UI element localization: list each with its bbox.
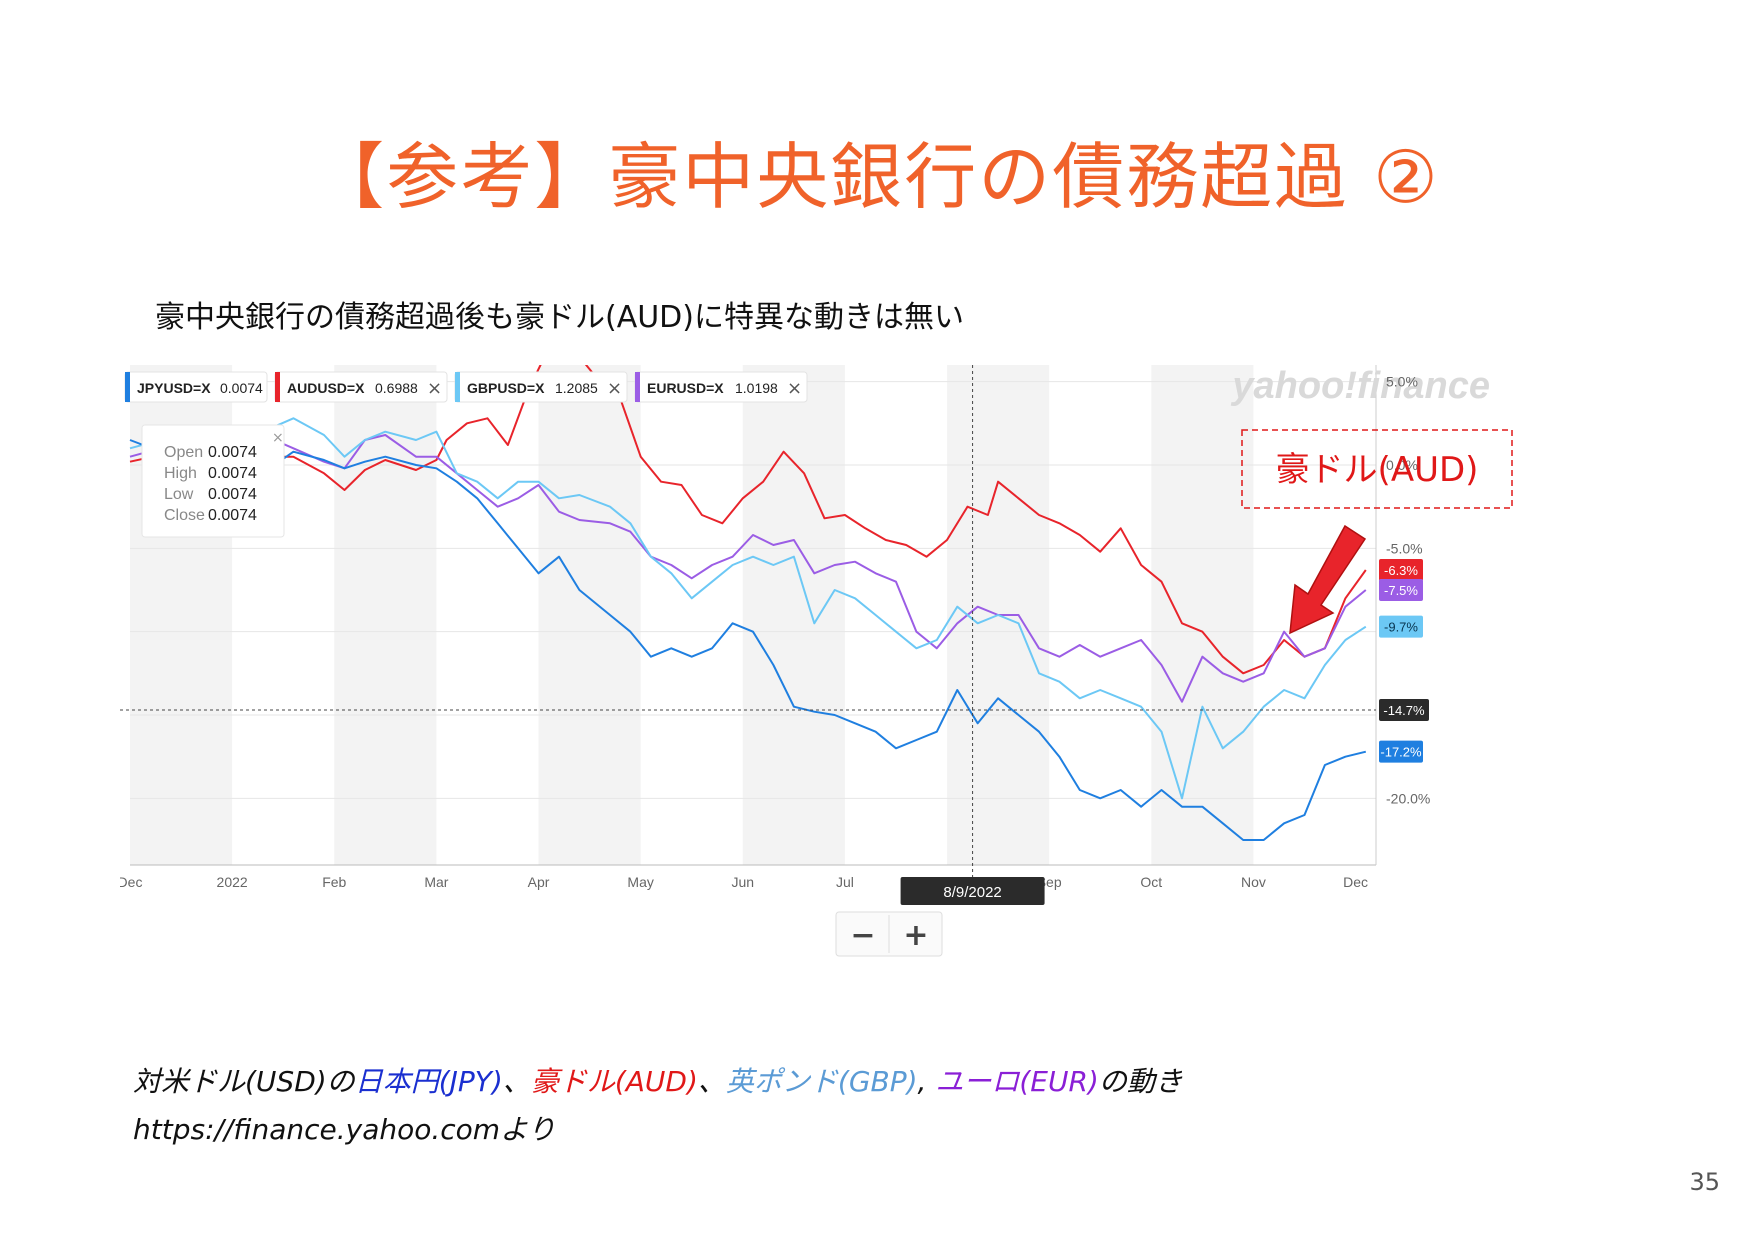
footnote-sep1: 、	[502, 1065, 531, 1098]
x-tick-label: Jun	[731, 874, 754, 890]
end-label-gbpusd=x: -9.7%	[1384, 620, 1418, 635]
x-axis: Dec 2022 Feb Mar Apr May Jun Jul Sep Oct Nov Dec8/9…	[120, 874, 1368, 905]
fx-line-chart[interactable]: yahoo!finance 5.0% 0.0% -5.0% -20.0% Dec 202…	[120, 365, 1610, 1020]
legend-label: JPYUSD=X	[137, 380, 211, 396]
tooltip-close-icon[interactable]: ×	[272, 430, 284, 446]
series-line-audusd=x	[129, 365, 1367, 675]
x-tick-label: Oct	[1140, 874, 1162, 890]
source-link[interactable]: https://finance.yahoo.comより	[133, 1113, 556, 1146]
footnote-sep2: 、	[697, 1065, 726, 1098]
slide-subtitle: 豪中央銀行の債務超過後も豪ドル(AUD)に特異な動きは無い	[155, 300, 964, 335]
month-band	[742, 365, 845, 865]
legend-color-marker	[125, 372, 130, 402]
x-tick-label: Feb	[322, 874, 346, 890]
yahoo-finance-watermark: yahoo!finance	[1230, 365, 1490, 407]
page-number: 35	[1689, 1168, 1720, 1196]
legend-label: EURUSD=X	[647, 380, 724, 396]
month-band	[538, 365, 641, 865]
tooltip-row-label: Open	[164, 444, 203, 461]
aud-annotation: 豪ドル(AUD)	[1241, 429, 1513, 635]
crosshair-value-box	[1379, 699, 1429, 721]
month-band	[1151, 365, 1254, 865]
x-tick-label: Jul	[836, 874, 854, 890]
footnote-sep3: ,	[917, 1065, 936, 1098]
legend-color-marker	[455, 372, 460, 402]
end-label-box-audusd=x	[1379, 559, 1423, 581]
legend-close-icon[interactable]: ×	[607, 378, 622, 399]
tooltip-row-value: 0.0074	[208, 507, 257, 524]
footnote-eur: ユーロ(EUR)	[935, 1065, 1099, 1098]
footnote-gbp: 英ポンド(GBP)	[725, 1065, 918, 1098]
tooltip-row-label: Close	[164, 507, 205, 524]
legend-value: 1.2085	[555, 380, 598, 396]
legend-label: AUDUSD=X	[287, 380, 365, 396]
y-axis: 5.0% 0.0% -5.0% -20.0%	[1386, 374, 1430, 807]
x-tick-label: Nov	[1241, 874, 1266, 890]
tooltip-row-value: 0.0074	[208, 444, 257, 461]
x-tick-label: Dec	[120, 874, 142, 890]
legend-color-marker	[275, 372, 280, 402]
x-tick-label: Dec	[1343, 874, 1368, 890]
end-label-eurusd=x: -7.5%	[1384, 583, 1418, 598]
x-tick-label: Apr	[528, 874, 550, 890]
zoom-out-button[interactable]: −	[850, 918, 875, 953]
legend-close-icon[interactable]: ×	[427, 378, 442, 399]
tooltip-row-label: High	[164, 465, 197, 482]
legend-chip-eurusd=x[interactable]: EURUSD=X 1.0198 ×	[634, 371, 808, 403]
tooltip-row-value: 0.0074	[208, 486, 257, 503]
legend-color-marker	[635, 372, 640, 402]
annotation-label: 豪ドル(AUD)	[1276, 450, 1479, 490]
legend-chip-jpyusd=x[interactable]: JPYUSD=X 0.0074	[124, 371, 268, 403]
slide-title: 【参考】豪中央銀行の債務超過 ②	[312, 135, 1440, 219]
legend-chip-audusd=x[interactable]: AUDUSD=X 0.6988 ×	[274, 371, 448, 403]
legend[interactable]: JPYUSD=X 0.0074 AUDUSD=X 0.6988 × GBPUSD=X 1.2…	[124, 371, 808, 403]
zoom-in-button[interactable]: +	[903, 918, 928, 953]
end-label-box-eurusd=x	[1379, 579, 1423, 601]
y-tick-label: 5.0%	[1386, 374, 1418, 390]
tooltip-row-label: Low	[164, 486, 194, 503]
month-band	[334, 365, 437, 865]
series-lines	[129, 365, 1367, 841]
zoom-controls[interactable]: − +	[835, 911, 943, 957]
footnote-prefix: 対米ドル(USD)の	[133, 1065, 355, 1098]
cursor-date-box	[900, 877, 1045, 905]
legend-chip-gbpusd=x[interactable]: GBPUSD=X 1.2085 ×	[454, 371, 628, 403]
footnote-jpy: 日本円(JPY)	[354, 1065, 503, 1098]
legend-value: 0.6988	[375, 380, 418, 396]
end-label-audusd=x: -6.3%	[1384, 563, 1418, 578]
x-tick-label: Mar	[424, 874, 448, 890]
x-tick-label: May	[627, 874, 653, 890]
footnote-aud: 豪ドル(AUD)	[530, 1065, 698, 1098]
end-label-box-gbpusd=x	[1379, 615, 1423, 638]
cursor-date-label: 8/9/2022	[943, 884, 1001, 901]
y-tick-label: -5.0%	[1386, 540, 1423, 556]
x-tick-label: 2022	[217, 874, 248, 890]
tooltip-row-value: 0.0074	[208, 465, 257, 482]
annotation-box	[1241, 429, 1513, 509]
legend-value: 1.0198	[735, 380, 778, 396]
legend-close-icon[interactable]: ×	[787, 378, 802, 399]
tooltip-box	[141, 424, 285, 538]
y-tick-label: 0.0%	[1386, 457, 1418, 473]
end-label-box-jpyusd=x	[1379, 740, 1423, 763]
crosshair	[120, 365, 1376, 885]
crosshair-value-label: -14.7%	[1383, 703, 1425, 718]
y-tick-label: -20.0%	[1386, 790, 1430, 806]
series-line-gbpusd=x	[129, 417, 1367, 800]
legend-label: GBPUSD=X	[467, 380, 545, 396]
footnote: 対米ドル(USD)の日本円(JPY)、豪ドル(AUD)、英ポンド(GBP), ユ…	[133, 1060, 1183, 1100]
month-bands	[130, 365, 1254, 865]
end-label-jpyusd=x: -17.2%	[1380, 745, 1422, 760]
annotation-arrow	[1289, 524, 1367, 635]
series-line-jpyusd=x	[129, 439, 1367, 841]
legend-value: 0.0074	[220, 380, 263, 396]
series-line-eurusd=x	[129, 434, 1367, 703]
series-end-labels: -6.3% -7.5% -9.7% -17.2% -14.7%	[1379, 559, 1429, 763]
footnote-suffix: の動き	[1098, 1065, 1183, 1098]
